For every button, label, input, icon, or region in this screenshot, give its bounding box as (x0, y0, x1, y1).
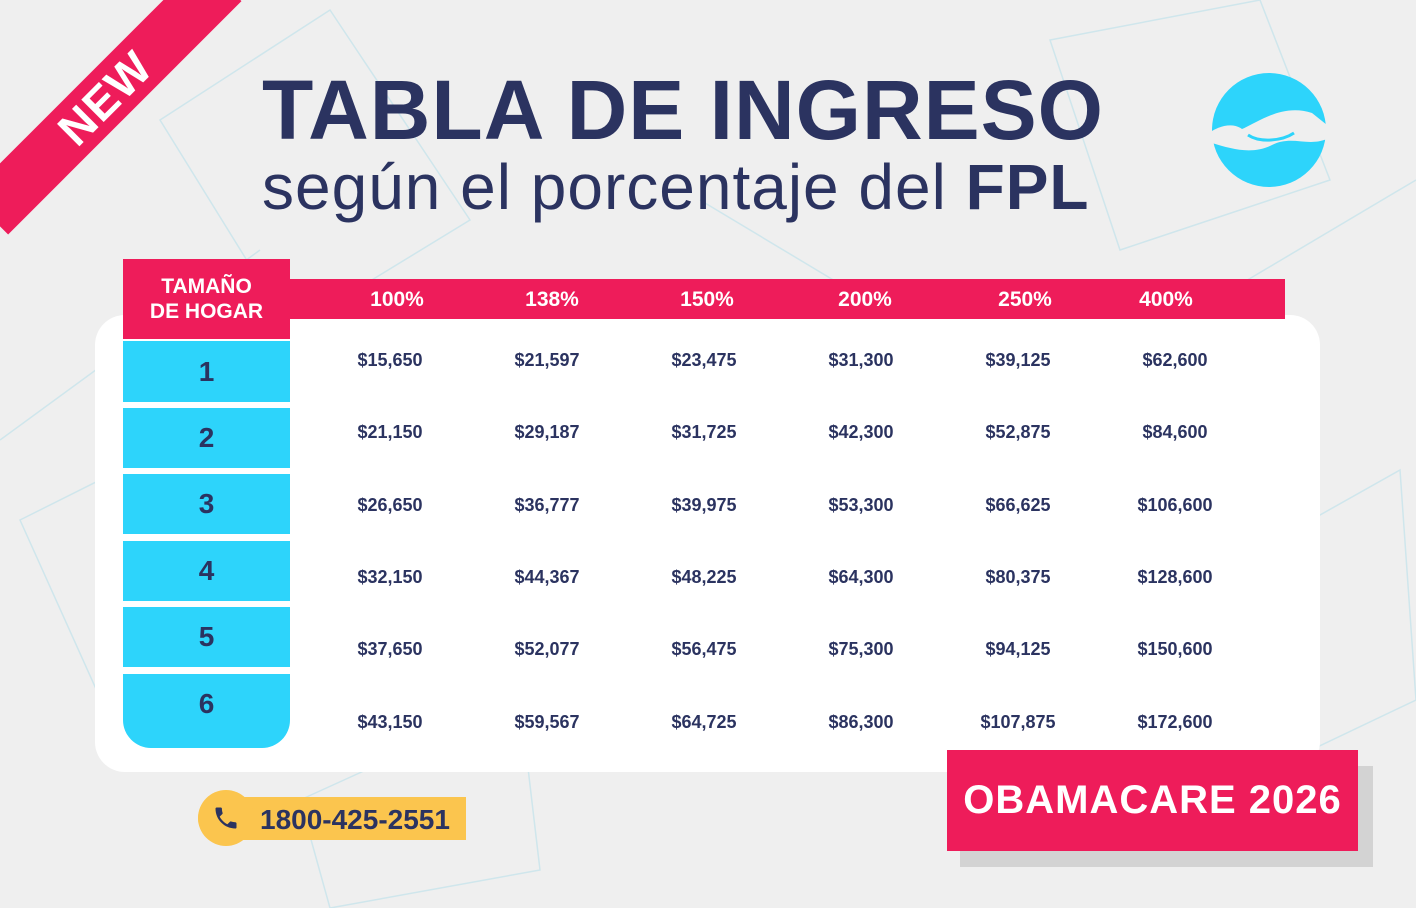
income-value-cell: $48,225 (671, 567, 737, 587)
income-value-cell: $106,600 (1137, 495, 1213, 515)
income-value-cell: $31,725 (671, 422, 737, 442)
income-value-cell: $150,600 (1137, 639, 1213, 659)
income-value-cell: $52,875 (985, 422, 1051, 442)
income-value-cell: $56,475 (671, 639, 737, 659)
household-size-cell: 4 (123, 541, 290, 601)
income-value-cell: $84,600 (1142, 422, 1208, 442)
page-title: TABLA DE INGRESO (262, 63, 1105, 157)
income-value-cell: $59,567 (514, 712, 580, 732)
income-value-cell: $66,625 (985, 495, 1051, 515)
income-value-cell: $36,777 (514, 495, 580, 515)
income-value-cell: $21,597 (514, 350, 580, 370)
income-value-cell: $75,300 (828, 639, 894, 659)
subtitle-regular: según el porcentaje del (262, 151, 966, 223)
hand-circle-logo-icon (1212, 73, 1327, 187)
household-size-cell: 1 (123, 341, 290, 402)
household-size-cell: 6 (123, 674, 290, 748)
income-value-cell: $39,975 (671, 495, 737, 515)
column-header-250pct: 250% (998, 288, 1052, 311)
household-size-cell: 2 (123, 408, 290, 468)
household-size-header-line1: TAMAÑO (161, 275, 252, 298)
income-value-cell: $80,375 (985, 567, 1051, 587)
income-value-cell: $94,125 (985, 639, 1051, 659)
income-value-cell: $107,875 (980, 712, 1056, 732)
income-value-cell: $42,300 (828, 422, 894, 442)
column-header-150pct: 150% (680, 288, 734, 311)
income-value-cell: $52,077 (514, 639, 580, 659)
income-value-cell: $32,150 (357, 567, 423, 587)
household-size-cell: 5 (123, 607, 290, 667)
income-value-cell: $64,300 (828, 567, 894, 587)
income-value-cell: $172,600 (1137, 712, 1213, 732)
income-value-cell: $23,475 (671, 350, 737, 370)
income-value-cell: $43,150 (357, 712, 423, 732)
household-size-cell: 3 (123, 474, 290, 534)
income-value-cell: $53,300 (828, 495, 894, 515)
phone-number-link[interactable]: 1800-425-2551 (260, 804, 450, 835)
income-value-cell: $31,300 (828, 350, 894, 370)
income-value-cell: $44,367 (514, 567, 580, 587)
income-value-cell: $64,725 (671, 712, 737, 732)
column-header-400pct: 400% (1139, 288, 1193, 311)
income-value-cell: $26,650 (357, 495, 423, 515)
income-value-cell: $62,600 (1142, 350, 1208, 370)
income-value-cell: $86,300 (828, 712, 894, 732)
household-size-header: TAMAÑO DE HOGAR (123, 259, 290, 339)
page-subtitle: según el porcentaje del FPL (262, 150, 1089, 224)
obamacare-2026-label: OBAMACARE 2026 (947, 750, 1358, 851)
subtitle-bold: FPL (965, 151, 1090, 223)
income-value-cell: $39,125 (985, 350, 1051, 370)
table-header-bar (290, 279, 1285, 319)
household-size-header-line2: DE HOGAR (149, 300, 264, 323)
income-value-cell: $15,650 (357, 350, 423, 370)
income-value-cell: $37,650 (357, 639, 423, 659)
column-header-100pct: 100% (370, 288, 424, 311)
column-header-200pct: 200% (838, 288, 892, 311)
income-table-card (95, 315, 1320, 772)
column-header-138pct: 138% (525, 288, 579, 311)
phone-icon (198, 790, 254, 846)
income-value-cell: $128,600 (1137, 567, 1213, 587)
income-value-cell: $21,150 (357, 422, 423, 442)
income-value-cell: $29,187 (514, 422, 580, 442)
